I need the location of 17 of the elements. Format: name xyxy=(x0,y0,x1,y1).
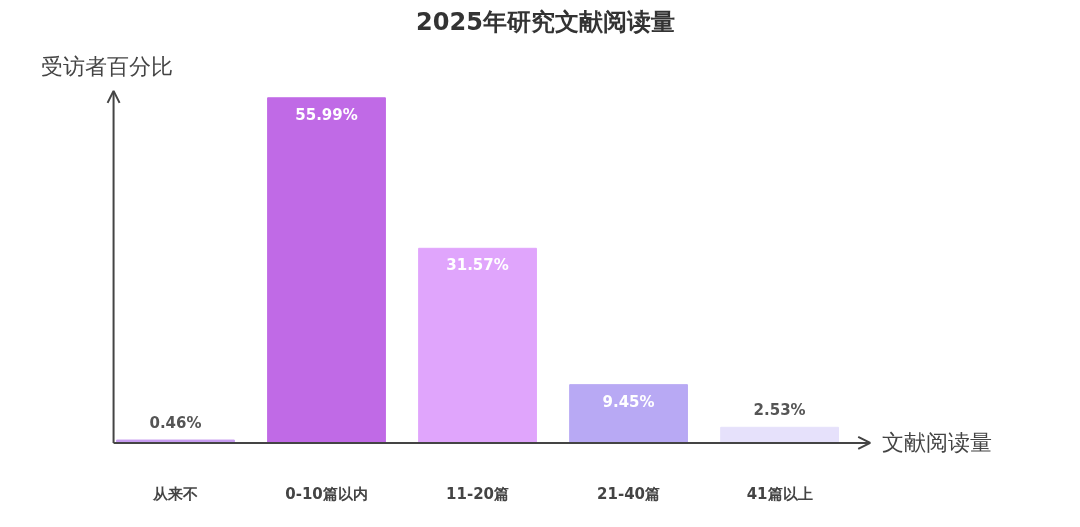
bar xyxy=(720,426,839,444)
x-tick-label: 21-40篇 xyxy=(597,484,661,503)
data-label: 0.46% xyxy=(149,414,202,433)
x-axis-title: 文献阅读量 xyxy=(882,430,993,456)
y-axis-title: 受访者百分比 xyxy=(41,53,174,79)
x-tick-label: 41篇以上 xyxy=(746,484,813,503)
bar xyxy=(267,97,386,444)
data-label: 31.57% xyxy=(446,256,509,275)
data-label: 9.45% xyxy=(602,392,655,411)
chart-title: 2025年研究文献阅读量 xyxy=(416,7,675,36)
x-tick-label: 从来不 xyxy=(151,484,198,503)
bar xyxy=(569,384,688,444)
x-tick-label: 0-10篇以内 xyxy=(285,484,368,503)
bar xyxy=(418,247,537,444)
x-tick-label: 11-20篇 xyxy=(446,484,510,503)
data-label: 55.99% xyxy=(295,105,358,124)
data-label: 2.53% xyxy=(753,401,806,420)
